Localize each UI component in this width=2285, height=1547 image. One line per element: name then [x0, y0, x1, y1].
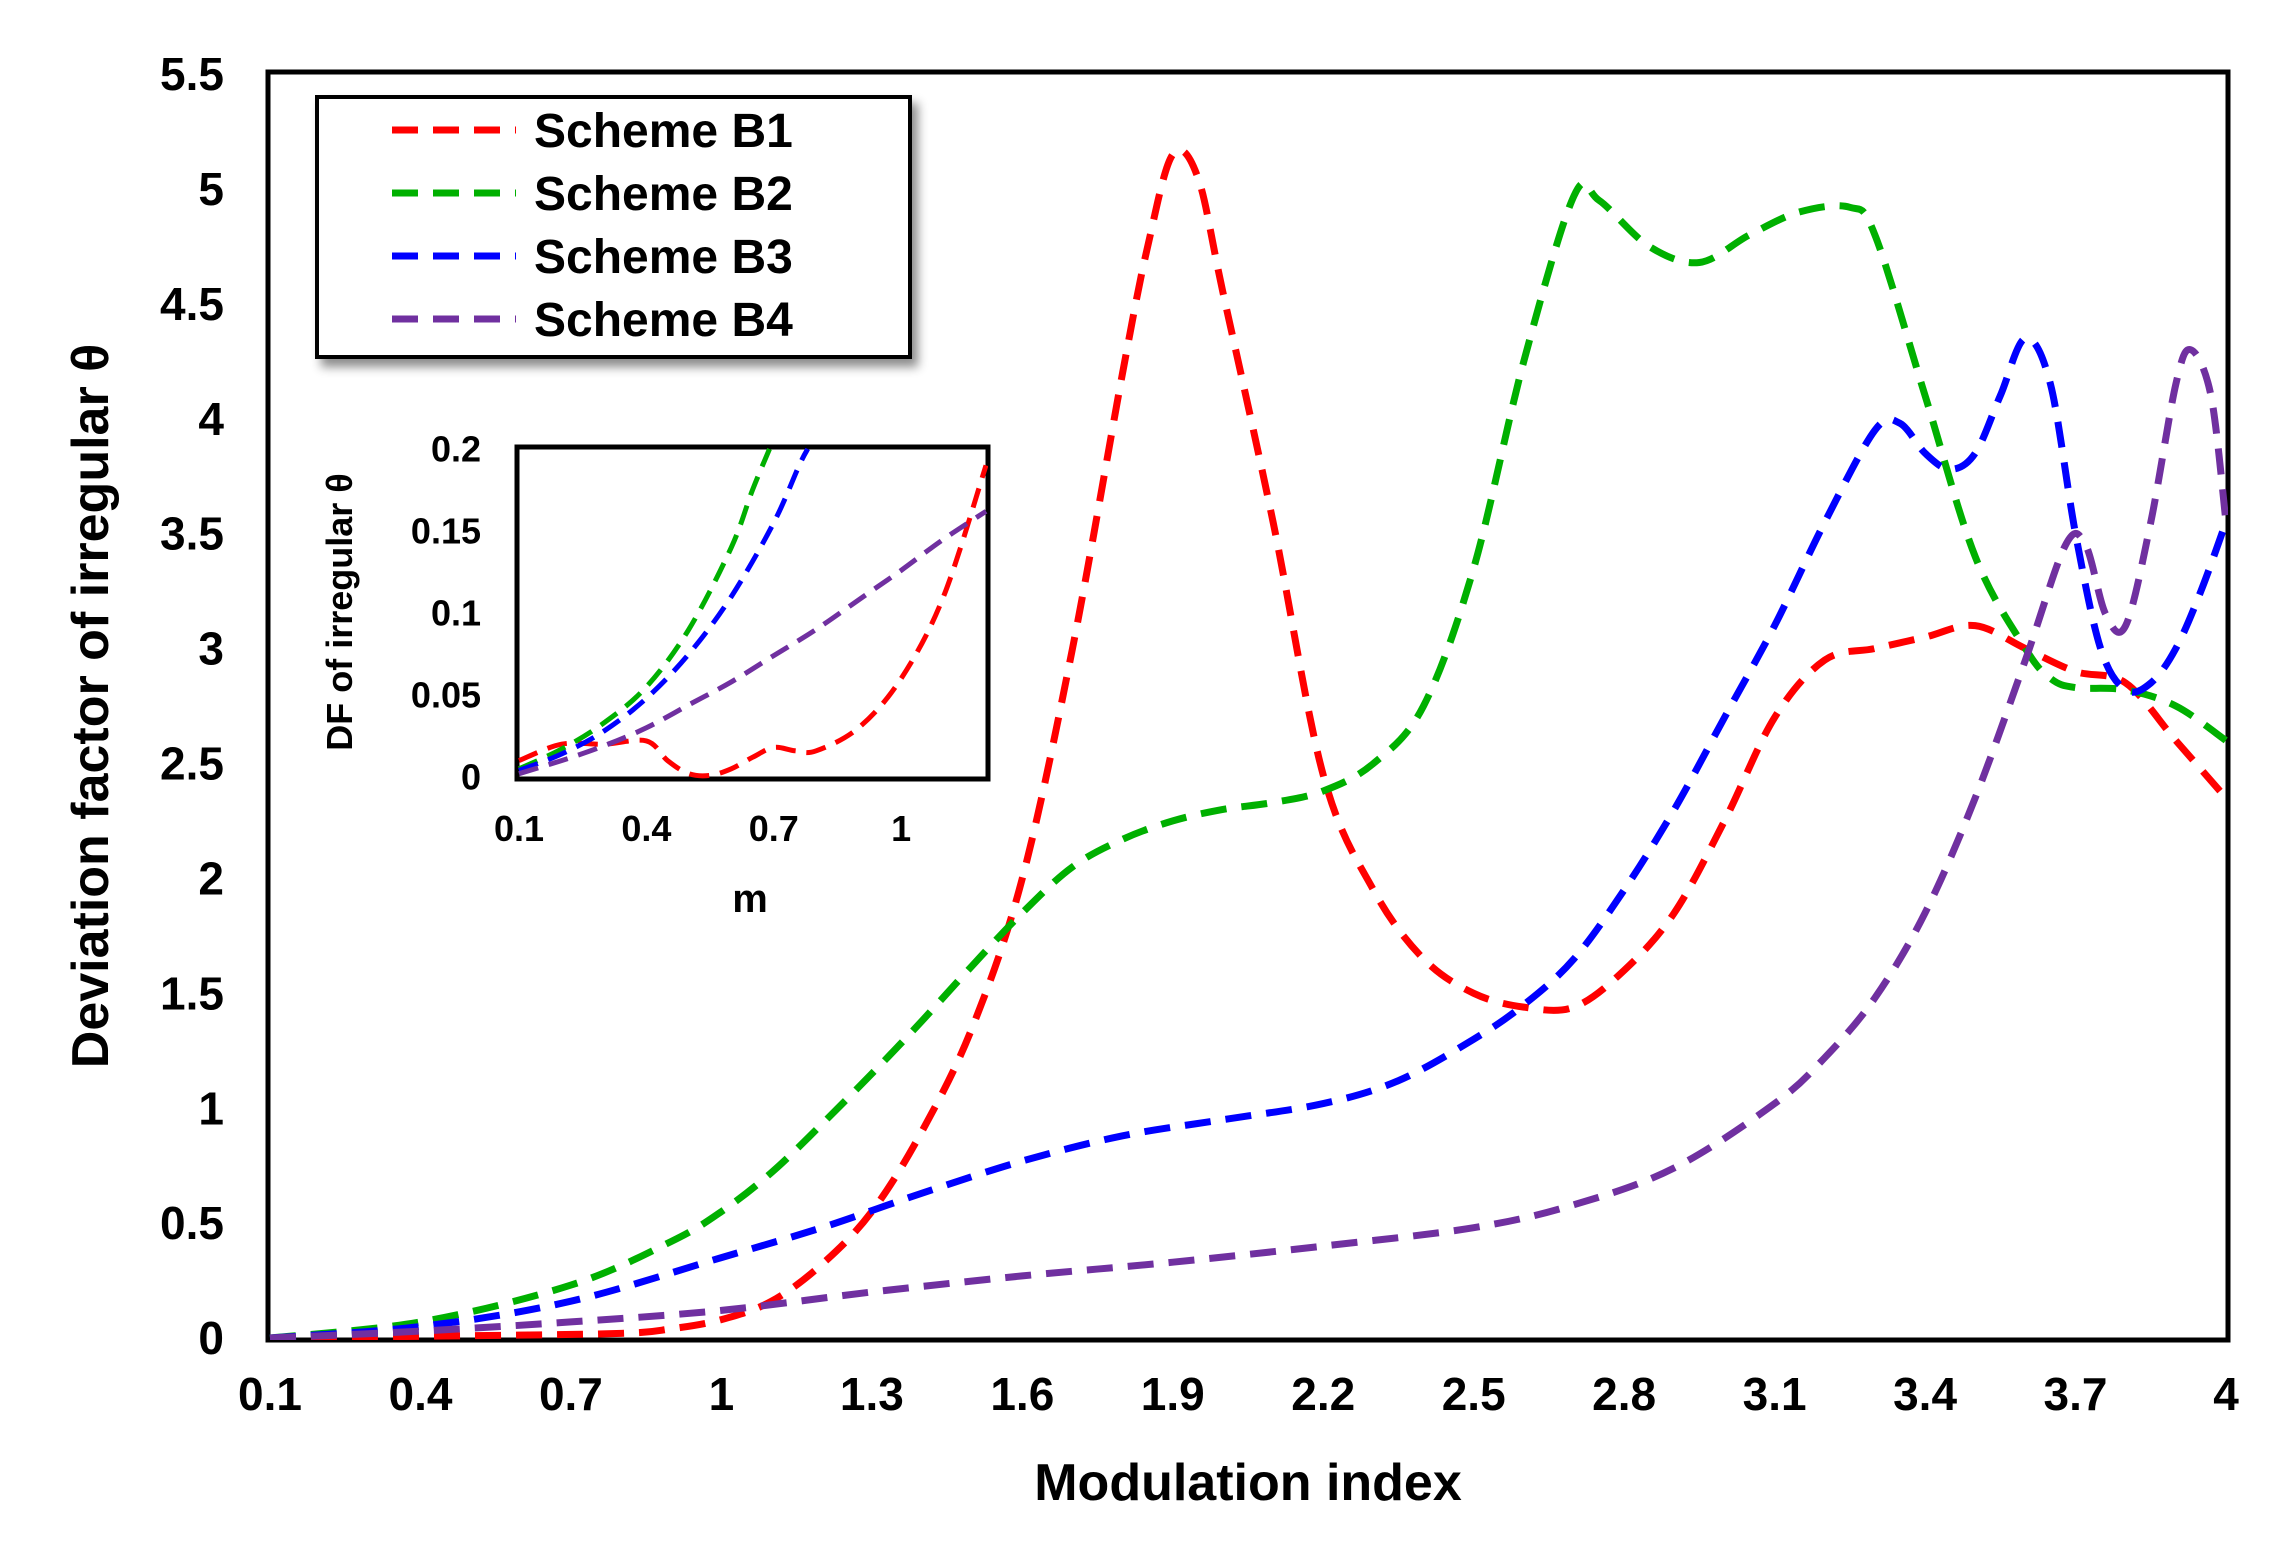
y-tick-label: 5 [198, 163, 224, 215]
x-tick-label: 0.1 [238, 1368, 302, 1420]
x-axis-title: Modulation index [1034, 1454, 1462, 1512]
inset-x-axis-title: m [732, 877, 768, 921]
inset-x-tick-label: 1 [891, 808, 911, 849]
x-tick-label: 2.8 [1592, 1368, 1656, 1420]
x-tick-label: 1 [709, 1368, 735, 1420]
inset-series-line-4 [518, 509, 988, 777]
y-tick-label: 3 [198, 623, 224, 675]
inset-x-tick-label: 0.7 [749, 808, 799, 849]
y-tick-label: 3.5 [160, 508, 224, 560]
y-tick-label: 2.5 [160, 738, 224, 790]
main-series-group [269, 146, 2228, 1340]
legend-label-3: Scheme B3 [534, 231, 793, 284]
y-tick-label: 4.5 [160, 278, 224, 330]
legend-label-2: Scheme B2 [534, 168, 793, 221]
y-tick-label: 0.5 [160, 1197, 224, 1249]
legend: Scheme B1 Scheme B2 Scheme B3 Scheme B4 [315, 95, 912, 359]
inset-plot-area [514, 444, 991, 782]
x-tick-label: 0.7 [539, 1368, 603, 1420]
y-tick-label: 2 [198, 852, 224, 904]
x-tick-label: 3.1 [1743, 1368, 1807, 1420]
inset-series-line-1 [518, 464, 988, 779]
inset-x-tick-label: 0.4 [621, 808, 671, 849]
legend-label-4: Scheme B4 [534, 294, 793, 347]
x-tick-label: 1.9 [1141, 1368, 1205, 1420]
y-tick-label: 5.5 [160, 48, 224, 100]
legend-items: Scheme B1 Scheme B2 Scheme B3 Scheme B4 [392, 105, 793, 347]
x-tick-label: 4 [2213, 1368, 2239, 1420]
legend-label-1: Scheme B1 [534, 105, 793, 158]
series-line-1 [269, 146, 2228, 1340]
inset-y-tick-label: 0.05 [411, 675, 481, 716]
inset-y-tick-label: 0.1 [431, 593, 481, 634]
inset-series-line-3 [518, 447, 810, 773]
series-line-3 [269, 334, 2228, 1340]
inset-y-tick-label: 0.2 [431, 429, 481, 470]
series-line-2 [269, 179, 2228, 1340]
x-tick-label: 3.7 [2044, 1368, 2108, 1420]
x-tick-label: 2.5 [1442, 1368, 1506, 1420]
inset-x-tick-label: 0.1 [494, 808, 544, 849]
inset-y-axis-title: DF of irregular θ [319, 473, 360, 751]
inset-series-line-2 [517, 448, 772, 772]
x-tick-label: 1.3 [840, 1368, 904, 1420]
inset-series-group [517, 447, 988, 779]
y-axis-title: Deviation factor of irregular θ [62, 344, 120, 1068]
x-tick-label: 2.2 [1291, 1368, 1355, 1420]
y-tick-label: 1 [198, 1082, 224, 1134]
main-axes-group: 0.1 0.4 0.7 1 1.3 1.6 1.9 2.2 2.5 2.8 3.1 3.4 3.7 400… [160, 48, 2239, 1420]
inset-y-tick-label: 0 [461, 757, 481, 798]
inset-chart: 0.1 0.4 0.7 1 0 0.05 0.1 0.15 0.2 m DF of irregu… [319, 429, 991, 921]
x-tick-label: 1.6 [990, 1368, 1054, 1420]
inset-axes-group: 0.1 0.4 0.7 1 0 0.05 0.1 0.15 0.2 [411, 429, 911, 849]
y-tick-label: 4 [198, 393, 224, 445]
inset-y-tick-label: 0.15 [411, 511, 481, 552]
legend-box [315, 95, 912, 359]
y-tick-label: 1.5 [160, 967, 224, 1019]
x-tick-label: 3.4 [1893, 1368, 1957, 1420]
x-tick-label: 0.4 [388, 1368, 452, 1420]
series-line-4 [269, 346, 2228, 1340]
y-tick-label: 0 [198, 1312, 224, 1364]
